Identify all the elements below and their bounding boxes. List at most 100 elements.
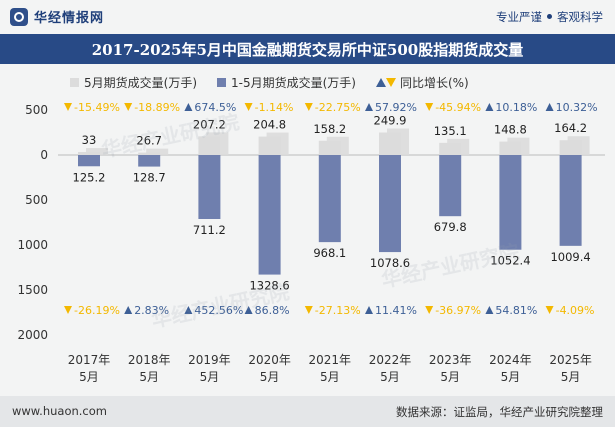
bar-month (318, 140, 341, 155)
yoy-month-triangle-icon (545, 103, 554, 111)
data-label-month: 158.2 (313, 122, 346, 136)
yoy-month-triangle-icon (425, 103, 434, 111)
yoy-month-label: -1.14% (255, 101, 294, 114)
bar-cum (439, 155, 462, 217)
legend-item-month: 5月期货成交量(万手) (70, 74, 197, 91)
legend-swatch-cum (217, 77, 226, 87)
x-tick-label-month: 5月 (320, 370, 340, 384)
legend-down-triangle-icon (385, 77, 396, 87)
bar-cum (138, 155, 161, 167)
x-tick-label-year: 2019年 (188, 353, 231, 367)
yoy-month-triangle-icon (244, 103, 253, 111)
footer-source: 数据来源：证监局，华经产业研究院整理 (396, 405, 603, 419)
yoy-month-triangle-icon (304, 103, 313, 111)
data-label-cum: 1078.6 (370, 256, 410, 270)
bar-month (559, 140, 582, 155)
x-tick-label-month: 5月 (260, 370, 280, 384)
legend: 5月期货成交量(万手) 1-5月期货成交量(万手) 同比增长(%) (70, 72, 489, 92)
yoy-cum-triangle-icon (304, 306, 313, 314)
bar-cum (379, 155, 401, 253)
x-tick-label-year: 2021年 (309, 353, 352, 367)
yoy-month-triangle-icon (184, 103, 193, 111)
yoy-month-label: 57.92% (375, 101, 417, 114)
legend-swatch-month (70, 77, 79, 87)
yoy-month-label: -22.75% (315, 101, 361, 114)
y-tick-label: 500 (25, 193, 48, 207)
yoy-cum-label: 452.56% (194, 304, 243, 317)
x-tick-label-year: 2023年 (429, 353, 472, 367)
yoy-month-label: -45.94% (435, 101, 481, 114)
chart-plot: 500 0 500 1000 1500 2000 33 125.2 -15.49% -26.19%… (17, 101, 605, 384)
bar-month (198, 136, 221, 155)
data-label-month: 249.9 (374, 114, 407, 128)
yoy-month-label: 10.32% (556, 101, 598, 114)
data-label-cum: 1328.6 (249, 279, 289, 293)
yoy-cum-label: -26.19% (74, 304, 120, 317)
slogan-left: 专业严谨 (496, 10, 542, 24)
yoy-month-label: 10.18% (495, 101, 537, 114)
bar-month (258, 136, 281, 155)
data-label-cum: 711.2 (193, 223, 226, 237)
bar-cum (198, 155, 221, 220)
yoy-month-triangle-icon (124, 103, 133, 111)
data-label-cum: 128.7 (133, 171, 166, 185)
bar-month (78, 152, 100, 155)
legend-item-yoy: 同比增长(%) (375, 74, 469, 91)
data-label-month: 135.1 (434, 124, 467, 138)
yoy-cum-triangle-icon (64, 306, 72, 314)
brand-logo-icon (10, 7, 28, 26)
footer-site: www.huaon.com (12, 404, 107, 418)
yoy-cum-label: 54.81% (495, 304, 537, 317)
yoy-month-triangle-icon (365, 103, 373, 111)
data-label-cum: 679.8 (434, 220, 467, 234)
bar-cum (78, 155, 100, 167)
legend-up-triangle-icon (375, 77, 386, 87)
data-label-month: 26.7 (136, 134, 162, 148)
yoy-cum-triangle-icon (244, 306, 253, 314)
yoy-cum-label: -36.97% (435, 304, 481, 317)
x-tick-label-month: 5月 (561, 370, 581, 384)
y-tick-label: 0 (40, 148, 48, 162)
yoy-cum-triangle-icon (365, 306, 373, 314)
x-tick-label-month: 5月 (440, 370, 460, 384)
data-label-cum: 125.2 (73, 170, 106, 184)
y-tick-label: 1500 (17, 283, 48, 297)
bar-month (138, 152, 161, 155)
data-label-month: 148.8 (494, 123, 527, 137)
yoy-month-triangle-icon (64, 103, 72, 111)
x-tick-label-year: 2024年 (489, 353, 532, 367)
x-tick-label-month: 5月 (79, 370, 99, 384)
x-tick-label-month: 5月 (139, 370, 159, 384)
y-tick-label: 2000 (17, 328, 48, 342)
bar-month-shadow (86, 148, 108, 155)
yoy-cum-triangle-icon (545, 306, 554, 314)
yoy-month-triangle-icon (485, 103, 494, 111)
legend-label-cum: 1-5月期货成交量(万手) (231, 75, 356, 90)
legend-label-month: 5月期货成交量(万手) (84, 75, 197, 90)
yoy-month-label: -15.49% (74, 101, 120, 114)
yoy-cum-label: 2.83% (134, 304, 169, 317)
data-label-cum: 968.1 (313, 246, 346, 260)
yoy-month-label: -18.89% (134, 101, 180, 114)
yoy-cum-triangle-icon (124, 306, 133, 314)
x-tick-label-year: 2018年 (128, 353, 171, 367)
y-tick-label: 1000 (17, 238, 48, 252)
bar-cum (559, 155, 582, 246)
footer: www.huaon.com 数据来源：证监局，华经产业研究院整理 (0, 396, 615, 427)
bar-cum (499, 155, 522, 250)
yoy-cum-triangle-icon (184, 306, 193, 314)
bar-cum (258, 155, 281, 275)
yoy-month-label: 674.5% (194, 101, 236, 114)
slogan: 专业严谨 客观科学 (496, 9, 603, 25)
data-label-month: 33 (82, 133, 97, 147)
dot-icon (547, 14, 552, 19)
yoy-cum-label: -4.09% (556, 304, 595, 317)
x-tick-label-year: 2025年 (549, 353, 592, 367)
data-label-cum: 1009.4 (550, 250, 590, 264)
bar-month (499, 141, 522, 155)
data-label-cum: 1052.4 (490, 254, 530, 268)
bar-month-shadow (146, 148, 169, 155)
bar-month (439, 142, 462, 155)
yoy-cum-label: -27.13% (315, 304, 361, 317)
yoy-cum-label: 11.41% (375, 304, 417, 317)
